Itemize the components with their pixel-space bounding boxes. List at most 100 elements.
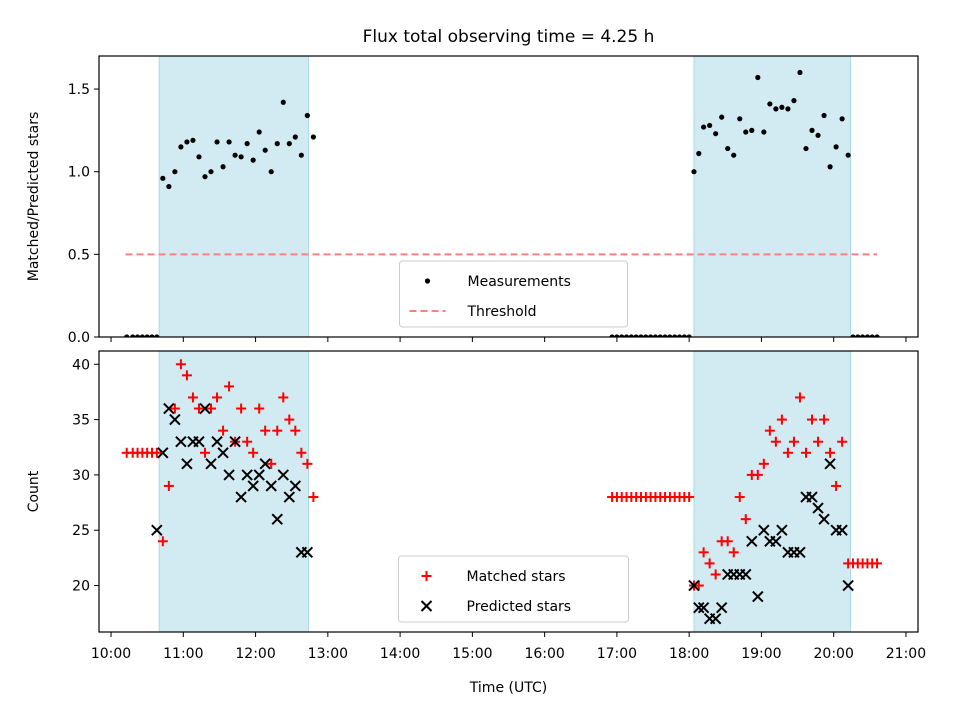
matched-star-point — [181, 370, 192, 381]
measurement-point — [864, 334, 871, 337]
x-tick-label: 11:00 — [163, 646, 203, 662]
predicted-star-point — [205, 458, 217, 470]
measurement-point — [803, 145, 809, 152]
predicted-star-point — [301, 546, 314, 559]
measurement-point — [220, 164, 226, 170]
measurement-point — [250, 157, 256, 163]
predicted-star-point — [715, 601, 728, 614]
matched-star-point — [218, 425, 229, 436]
predicted-star-point — [688, 579, 700, 592]
measurement-point — [696, 150, 702, 157]
measurement-point — [662, 334, 668, 337]
y-tick-label: 1.5 — [68, 82, 90, 98]
measurement-point — [144, 334, 150, 337]
predicted-star-point — [794, 546, 806, 559]
matched-star-point — [819, 414, 830, 425]
measurement-point — [149, 334, 155, 337]
measurement-point — [761, 129, 767, 135]
matched-star-point — [813, 436, 824, 447]
predicted-star-point — [776, 524, 788, 536]
predicted-star-point — [283, 491, 296, 503]
measurement-point — [719, 114, 725, 120]
measurement-point — [633, 334, 639, 337]
x-tick-label: 13:00 — [308, 646, 348, 662]
matched-star-point — [825, 447, 836, 458]
measurement-point — [686, 334, 692, 337]
matched-star-point — [175, 359, 186, 370]
predicted-star-point — [199, 402, 211, 415]
predicted-star-point — [181, 458, 193, 470]
x-tick-label: 17:00 — [597, 646, 637, 662]
predicted-star-point — [818, 513, 830, 525]
measurement-point — [701, 124, 707, 130]
axes-frame — [98, 55, 919, 338]
predicted-star-point — [842, 579, 854, 592]
matched-star-point — [788, 436, 799, 447]
predicted-star-point — [223, 469, 235, 481]
matched-star-point — [684, 492, 695, 503]
measurement-point — [208, 169, 214, 175]
matched-star-point — [187, 392, 198, 403]
measurement-point — [779, 104, 785, 110]
measurement-point — [178, 144, 184, 150]
matched-star-point — [260, 425, 271, 436]
measurement-point — [809, 127, 815, 133]
observing-window — [693, 56, 852, 337]
measurement-point — [845, 152, 851, 158]
matched-star-point — [698, 547, 709, 558]
matched-star-point — [764, 425, 775, 436]
predicted-star-point — [824, 458, 836, 470]
legend-box — [398, 555, 629, 623]
matched-star-point — [236, 403, 247, 414]
top-panel-ratio: 0.0 0.5 1.0 1.5 Matched/Predicted stars Measu… — [26, 55, 919, 346]
predicted-star-point — [697, 601, 710, 614]
matched-star-point — [837, 436, 848, 447]
predicted-star-point — [752, 590, 764, 603]
matched-star-point — [734, 492, 745, 503]
legend-marker — [424, 278, 431, 284]
measurement-point — [725, 145, 731, 152]
predicted-star-point — [163, 402, 175, 415]
matched-star-point — [758, 458, 769, 469]
y-tick-label: 35 — [72, 413, 90, 429]
predicted-star-point — [271, 513, 283, 525]
predicted-star-point — [211, 436, 223, 448]
x-tick-label: 19:00 — [741, 646, 781, 662]
measurement-point — [214, 139, 220, 145]
measurement-point — [280, 99, 286, 105]
y-axis-label: Matched/Predicted stars — [26, 112, 42, 282]
measurement-point — [268, 169, 274, 175]
x-tick-label: 10:00 — [91, 646, 131, 662]
measurement-point — [226, 139, 232, 145]
legend: Matched stars Predicted stars — [398, 555, 629, 623]
predicted-star-point — [229, 436, 241, 448]
measurement-point — [238, 154, 244, 160]
bottom-panel-counts: 20 25 30 35 40 10:00 11:00 12:00 13:00 14:00 15:00… — [26, 350, 926, 662]
matched-star-point — [248, 447, 259, 458]
matched-star-point — [728, 547, 739, 558]
predicted-star-point — [806, 491, 818, 503]
legend: Measurements Threshold — [399, 260, 628, 328]
measurement-point — [160, 175, 166, 181]
measurement-point — [785, 106, 791, 112]
axes-frame — [98, 350, 919, 633]
matched-star-point — [752, 469, 763, 480]
measurement-point — [262, 147, 268, 153]
matched-star-point — [206, 403, 217, 414]
measurement-point — [749, 127, 755, 133]
matched-star-point — [169, 403, 180, 414]
x-tick-label: 20:00 — [814, 646, 854, 662]
observing-window — [158, 56, 310, 337]
y-tick-label: 25 — [72, 523, 90, 539]
legend-label: Measurements — [468, 274, 571, 290]
measurement-point — [190, 137, 196, 143]
y-tick-label: 20 — [72, 579, 90, 595]
matched-star-point — [284, 414, 295, 425]
measurement-point — [691, 169, 697, 175]
matched-star-point — [212, 392, 223, 403]
measurement-point — [124, 334, 130, 337]
predicted-star-point — [812, 502, 824, 514]
measurement-point — [638, 334, 644, 337]
x-tick-label: 18:00 — [669, 646, 709, 662]
predicted-star-point — [253, 469, 265, 481]
